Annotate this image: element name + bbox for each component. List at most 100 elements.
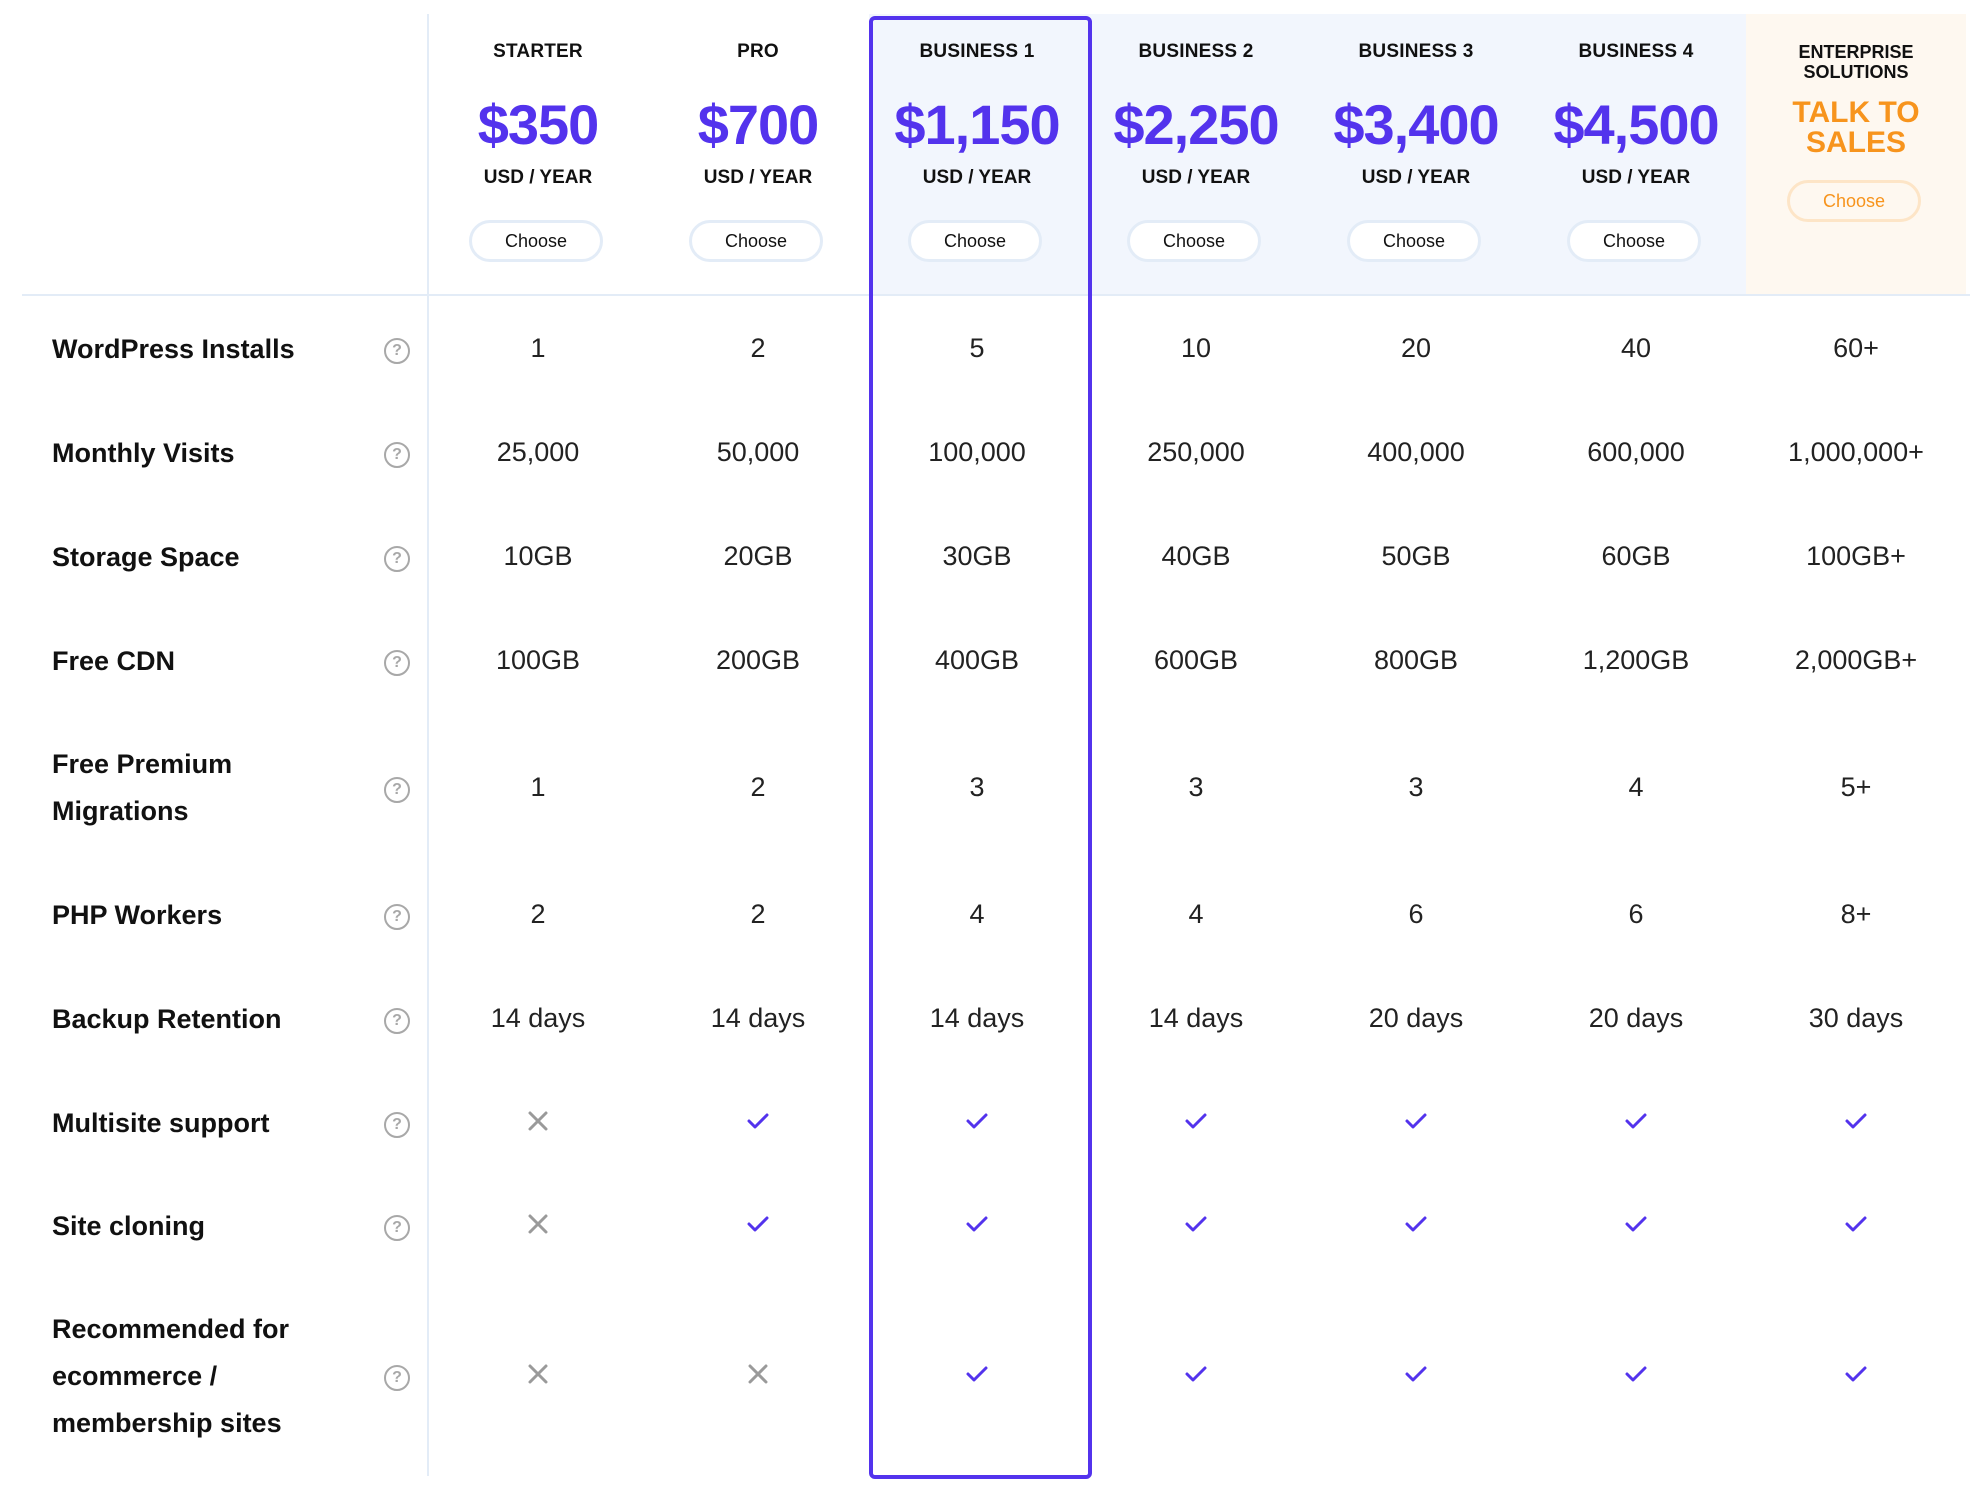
feature-label-monthly-visits: Monthly Visits: [52, 430, 352, 477]
plan-header-business-1: BUSINESS 1 $1,150 USD / YEAR Choose: [867, 0, 1087, 294]
help-icon[interactable]: ?: [384, 650, 410, 676]
feature-label-line: PHP Workers: [52, 899, 223, 930]
check-icon: [1625, 1216, 1647, 1232]
feature-value: 40: [1620, 333, 1652, 363]
feature-value: 14 days: [490, 1003, 586, 1033]
feature-value: 250,000: [1147, 437, 1245, 467]
feature-label-recommended-for-ecommerce-membership-sites: Recommended for ecommerce / membership sit…: [52, 1306, 352, 1447]
feature-value: 1: [530, 333, 546, 363]
feature-value: 20: [1400, 333, 1432, 363]
help-icon[interactable]: ?: [384, 904, 410, 930]
check-icon: [1185, 1366, 1207, 1382]
plan-name: PRO: [737, 41, 779, 62]
feature-label-line: ecommerce /: [52, 1360, 218, 1391]
choose-business-2-button[interactable]: Choose: [1127, 220, 1261, 262]
check-icon: [1405, 1216, 1427, 1232]
feature-label-line: membership sites: [52, 1407, 282, 1438]
cross-icon: [528, 1364, 548, 1384]
choose-business-3-button[interactable]: Choose: [1347, 220, 1481, 262]
feature-value: 600GB: [1153, 645, 1239, 675]
plan-price: $4,500: [1553, 93, 1719, 156]
feature-value: 3: [1408, 772, 1424, 802]
plan-billing-period: USD / YEAR: [1361, 167, 1471, 188]
check-icon: [1405, 1366, 1427, 1382]
feature-label-line: Free Premium: [52, 749, 233, 779]
feature-value: 14 days: [710, 1003, 806, 1033]
feature-value: 20GB: [723, 541, 793, 571]
feature-value: 1,200GB: [1582, 645, 1690, 675]
feature-value: 400,000: [1367, 437, 1465, 467]
choose-pro-button[interactable]: Choose: [689, 220, 823, 262]
plan-price: $1,150: [894, 93, 1060, 156]
help-icon[interactable]: ?: [384, 1112, 410, 1138]
sales-line: SALES: [1805, 126, 1907, 159]
check-icon: [1185, 1216, 1207, 1232]
choose-starter-button[interactable]: Choose: [469, 220, 603, 262]
plan-price: $3,400: [1333, 93, 1499, 156]
feature-label-storage-space: Storage Space: [52, 534, 352, 581]
plan-name: STARTER: [493, 41, 583, 62]
plan-header-business-3: BUSINESS 3 $3,400 USD / YEAR Choose: [1306, 0, 1526, 294]
enterprise-column-background: [1746, 14, 1966, 294]
feature-value: 100GB+: [1806, 541, 1906, 571]
help-icon[interactable]: ?: [384, 1215, 410, 1241]
plan-price: $700: [697, 93, 820, 156]
plan-header-business-4: BUSINESS 4 $4,500 USD / YEAR Choose: [1526, 0, 1746, 294]
feature-value: 6: [1408, 899, 1424, 929]
feature-value: 20 days: [1588, 1003, 1684, 1033]
featured-plan-highlight: [869, 16, 1092, 1479]
feature-value: 25,000: [496, 437, 580, 467]
check-icon: [966, 1113, 988, 1129]
help-icon[interactable]: ?: [384, 1365, 410, 1391]
check-icon: [966, 1366, 988, 1382]
feature-label-wordpress-installs: WordPress Installs: [52, 326, 352, 373]
feature-value: 400GB: [934, 645, 1020, 675]
help-icon[interactable]: ?: [384, 1008, 410, 1034]
feature-value: 2: [750, 899, 766, 929]
feature-value: 200GB: [715, 645, 801, 675]
plan-header-starter: STARTER $350 USD / YEAR Choose: [428, 0, 648, 294]
choose-business-4-button[interactable]: Choose: [1567, 220, 1701, 262]
feature-value: 40GB: [1161, 541, 1231, 571]
plan-billing-period: USD / YEAR: [483, 167, 593, 188]
feature-value: 50,000: [716, 437, 800, 467]
help-icon[interactable]: ?: [384, 546, 410, 572]
cross-icon: [748, 1364, 768, 1384]
check-icon: [1405, 1113, 1427, 1129]
plan-name-line: SOLUTIONS: [1803, 62, 1909, 82]
feature-label-line: Migrations: [52, 796, 189, 826]
check-icon: [747, 1113, 769, 1129]
feature-label-multisite-support: Multisite support: [52, 1100, 352, 1147]
feature-value: 3: [969, 772, 985, 802]
feature-value: 3: [1188, 772, 1204, 802]
plan-header-pro: PRO $700 USD / YEAR Choose: [648, 0, 868, 294]
feature-value: 1,000,000+: [1788, 437, 1924, 467]
plan-name: BUSINESS 3: [1358, 41, 1474, 62]
feature-label-free-premium-migrations: Free Premium Migrations: [52, 741, 352, 835]
feature-value: 20 days: [1368, 1003, 1464, 1033]
help-icon[interactable]: ?: [384, 442, 410, 468]
feature-value: 14 days: [929, 1003, 1025, 1033]
feature-value: 100,000: [928, 437, 1026, 467]
plan-name: BUSINESS 1: [919, 41, 1035, 62]
plan-billing-period: USD / YEAR: [922, 167, 1032, 188]
feature-label-php-workers: PHP Workers: [52, 892, 352, 939]
feature-label-line: Backup Retention: [52, 1003, 282, 1034]
plan-billing-period: USD / YEAR: [1141, 167, 1251, 188]
check-icon: [1625, 1366, 1647, 1382]
feature-value: 60+: [1833, 333, 1879, 363]
feature-value: 14 days: [1148, 1003, 1244, 1033]
plan-name: BUSINESS 4: [1578, 41, 1694, 62]
check-icon: [747, 1216, 769, 1232]
choose-enterprise-button[interactable]: Choose: [1787, 180, 1921, 222]
plan-name: BUSINESS 2: [1138, 41, 1254, 62]
help-icon[interactable]: ?: [384, 338, 410, 364]
label-column-divider: [427, 14, 429, 1476]
feature-label-line: Recommended for: [52, 1313, 290, 1344]
plan-name-line: ENTERPRISE: [1798, 42, 1914, 62]
help-icon[interactable]: ?: [384, 777, 410, 803]
choose-business-1-button[interactable]: Choose: [908, 220, 1042, 262]
header-divider: [22, 294, 1970, 296]
check-icon: [1845, 1113, 1867, 1129]
feature-value: 8+: [1840, 899, 1872, 929]
